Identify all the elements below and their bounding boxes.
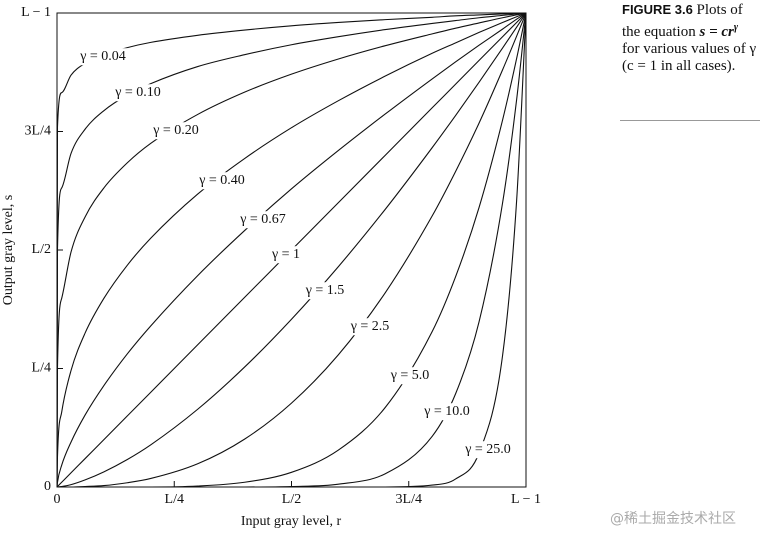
gamma-curve xyxy=(57,13,526,487)
y-tick-label: L − 1 xyxy=(21,5,51,20)
label-background xyxy=(76,48,129,66)
x-tick-label: 0 xyxy=(54,492,61,507)
gamma-curve xyxy=(57,13,526,487)
curve-label: γ = 2.5 xyxy=(350,319,390,334)
label-background xyxy=(195,172,248,190)
x-tick-label: L/4 xyxy=(165,492,184,507)
label-background xyxy=(461,441,514,459)
label-background xyxy=(236,211,289,229)
curve-label: γ = 5.0 xyxy=(390,368,430,383)
equation: s = cr xyxy=(699,24,734,40)
gamma-curve xyxy=(57,13,526,487)
caption-text: for various values of γ (c = 1 in all ca… xyxy=(622,41,757,74)
curve-label: γ = 1.5 xyxy=(305,283,345,298)
label-background xyxy=(386,367,433,385)
label-background xyxy=(267,246,304,264)
x-tick-label: 3L/4 xyxy=(396,492,422,507)
gamma-curve xyxy=(57,13,526,487)
watermark: @稀土掘金技术社区 xyxy=(610,511,736,527)
exponent: γ xyxy=(733,22,739,33)
curve-label: γ = 0.67 xyxy=(239,212,286,227)
chart: Input gray level, r Output gray level, s… xyxy=(1,5,541,529)
x-tick-label: L/2 xyxy=(282,492,301,507)
y-axis-label: Output gray level, s xyxy=(1,195,16,305)
curve-label: γ = 0.40 xyxy=(198,173,245,188)
gamma-curve xyxy=(57,13,526,487)
y-tick-label: L/2 xyxy=(32,242,51,257)
x-tick-label: L − 1 xyxy=(511,492,541,507)
caption-rule xyxy=(620,120,760,121)
label-background xyxy=(301,282,348,300)
curve-label: γ = 25.0 xyxy=(464,442,511,457)
gamma-curve xyxy=(57,13,526,487)
figure-label: FIGURE 3.6 xyxy=(622,2,693,17)
caption-text: Plots of the equation xyxy=(622,2,743,40)
curves xyxy=(57,13,526,487)
curve-label: γ = 0.04 xyxy=(79,49,126,64)
label-background xyxy=(420,403,473,421)
figure-caption: FIGURE 3.6 Plots of the equation s = crγ… xyxy=(622,1,758,75)
curve-label: γ = 0.10 xyxy=(114,85,161,100)
curve-label: γ = 10.0 xyxy=(423,404,470,419)
gamma-curve xyxy=(57,13,526,487)
label-background xyxy=(346,318,393,336)
label-background xyxy=(111,84,164,102)
curve-label: γ = 1 xyxy=(271,247,300,262)
y-tick-label: L/4 xyxy=(32,361,51,376)
x-axis-label: Input gray level, r xyxy=(241,514,342,529)
y-tick-label: 3L/4 xyxy=(25,124,51,139)
gamma-curve xyxy=(57,13,526,487)
label-background xyxy=(149,122,202,140)
y-tick-label: 0 xyxy=(44,479,51,494)
gamma-curve xyxy=(57,13,526,487)
curve-label: γ = 0.20 xyxy=(152,123,199,138)
